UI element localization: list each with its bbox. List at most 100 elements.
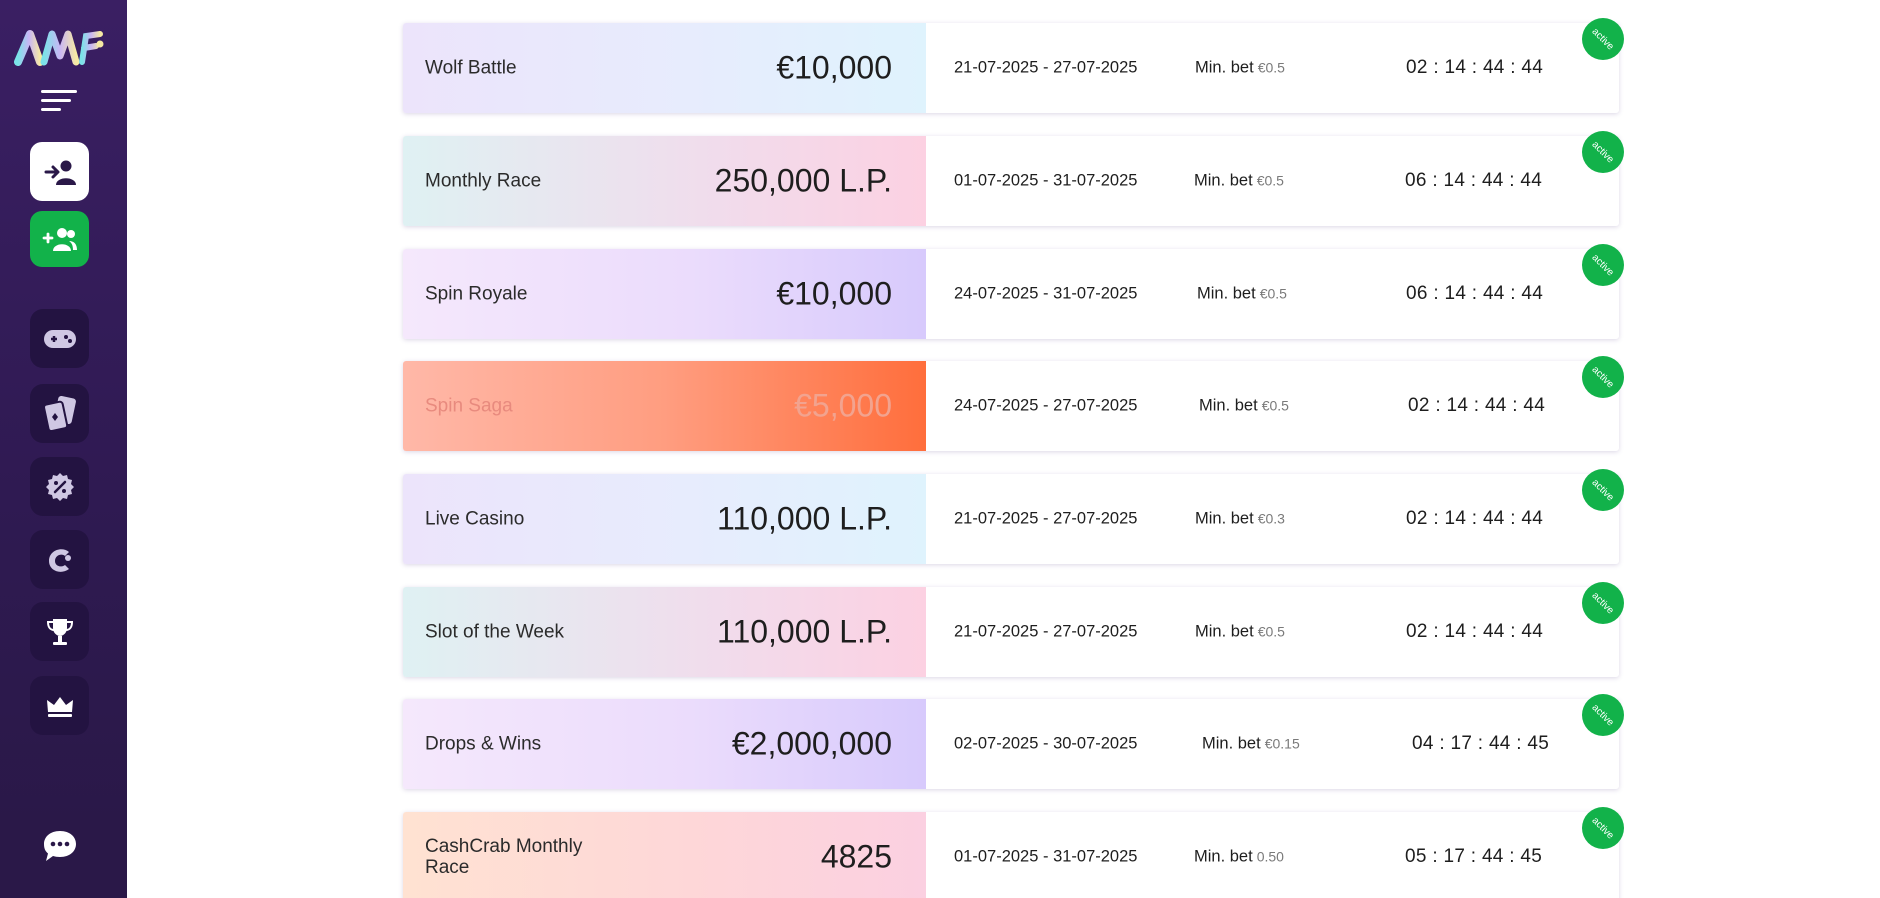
tournament-prize: €2,000,000 [731, 725, 892, 762]
min-bet-amount: €0.15 [1264, 735, 1300, 752]
tournament-banner: Monthly Race 250,000 L.P. [403, 136, 926, 226]
tournament-prize: €5,000 [794, 387, 892, 424]
crown-icon [46, 696, 73, 717]
nav-tournaments-button[interactable] [30, 602, 89, 661]
min-bet-label: Min. bet [1202, 734, 1261, 753]
status-badge: active [1573, 122, 1633, 182]
nav-casino-button[interactable] [30, 530, 89, 589]
status-badge: active [1573, 573, 1633, 633]
tournament-prize: €10,000 [776, 49, 892, 86]
tournament-card-slot-of-the-week[interactable]: Slot of the Week 110,000 L.P. 21-07-2025… [403, 573, 1633, 677]
tournament-card-drops-and-wins[interactable]: Drops & Wins €2,000,000 02-07-2025 - 30-… [403, 685, 1633, 789]
c-logo-icon [48, 548, 71, 572]
nav-games-button[interactable] [30, 309, 89, 368]
tournament-card-spin-saga[interactable]: Spin Saga €5,000 24-07-2025 - 27-07-2025… [403, 347, 1633, 451]
min-bet-label: Min. bet [1199, 396, 1258, 415]
countdown-timer: 02 : 14 : 44 : 44 [1406, 508, 1544, 529]
status-badge: active [1573, 685, 1633, 745]
countdown-timer: 02 : 14 : 44 : 44 [1408, 395, 1546, 416]
countdown-timer: 02 : 14 : 44 : 44 [1406, 57, 1544, 78]
tournament-prize: 250,000 L.P. [714, 162, 892, 199]
min-bet-label: Min. bet [1195, 509, 1254, 528]
tournament-card-cashcrab-monthly-race[interactable]: CashCrab Monthly Race 4825 01-07-2025 - … [403, 798, 1633, 898]
status-badge: active [1573, 460, 1633, 520]
tournament-card-live-casino[interactable]: Live Casino 110,000 L.P. 21-07-2025 - 27… [403, 460, 1633, 564]
tournament-card-wolf-battle[interactable]: Wolf Battle €10,000 21-07-2025 - 27-07-2… [403, 9, 1633, 113]
min-bet-amount: €0.3 [1257, 510, 1285, 527]
status-badge: active [1573, 9, 1633, 69]
countdown-timer: 05 : 17 : 44 : 45 [1405, 846, 1543, 867]
min-bet-label: Min. bet [1194, 171, 1253, 190]
status-badge: active [1573, 798, 1633, 858]
status-badge: active [1573, 235, 1633, 295]
tournament-prize: 110,000 L.P. [717, 613, 892, 650]
tournament-name: Spin Royale [425, 283, 528, 305]
tournament-min-bet: Min. bet €0.5 [1195, 59, 1285, 78]
user-plus-icon [42, 228, 77, 251]
min-bet-amount: €0.5 [1259, 285, 1287, 302]
tournament-dates: 24-07-2025 - 31-07-2025 [954, 284, 1138, 303]
tournament-banner: CashCrab Monthly Race 4825 [403, 812, 926, 898]
tournament-name: Slot of the Week [425, 621, 565, 643]
tournament-min-bet: Min. bet €0.5 [1197, 285, 1287, 304]
tournament-dates: 21-07-2025 - 27-07-2025 [954, 622, 1138, 641]
tournament-dates: 02-07-2025 - 30-07-2025 [954, 734, 1138, 753]
sidebar [0, 0, 127, 898]
tournament-dates: 21-07-2025 - 27-07-2025 [954, 509, 1138, 528]
min-bet-amount: €0.5 [1261, 397, 1289, 414]
tournament-dates: 24-07-2025 - 27-07-2025 [954, 396, 1138, 415]
tournament-name: Wolf Battle [425, 57, 517, 79]
tournament-name: Monthly Race [425, 170, 542, 192]
tournament-min-bet: Min. bet 0.50 [1194, 848, 1284, 867]
playing-cards-icon [42, 395, 76, 432]
user-login-icon [44, 160, 76, 185]
min-bet-label: Min. bet [1195, 622, 1254, 641]
nav-vip-button[interactable] [30, 676, 89, 735]
tournament-card-monthly-race[interactable]: Monthly Race 250,000 L.P. 01-07-2025 - 3… [403, 122, 1633, 226]
tournament-dates: 01-07-2025 - 31-07-2025 [954, 847, 1138, 866]
min-bet-label: Min. bet [1194, 847, 1253, 866]
tournament-banner: Live Casino 110,000 L.P. [403, 474, 926, 564]
tournament-banner: Wolf Battle €10,000 [403, 23, 926, 113]
login-button[interactable] [30, 142, 89, 201]
min-bet-amount: €0.5 [1257, 59, 1285, 76]
min-bet-amount: €0.5 [1257, 623, 1285, 640]
tournament-name: Drops & Wins [425, 733, 542, 755]
countdown-timer: 06 : 14 : 44 : 44 [1405, 170, 1543, 191]
register-button[interactable] [30, 211, 89, 267]
brand-logo[interactable] [14, 22, 106, 70]
hamburger-menu-icon[interactable] [41, 90, 77, 116]
min-bet-label: Min. bet [1197, 284, 1256, 303]
min-bet-amount: 0.50 [1256, 848, 1284, 865]
nav-promotions-button[interactable] [30, 457, 89, 516]
tournament-dates: 21-07-2025 - 27-07-2025 [954, 58, 1138, 77]
tournament-min-bet: Min. bet €0.15 [1202, 735, 1300, 754]
tournament-prize: 4825 [820, 838, 892, 875]
countdown-timer: 04 : 17 : 44 : 45 [1412, 733, 1550, 754]
tournament-card-spin-royale[interactable]: Spin Royale €10,000 24-07-2025 - 31-07-2… [403, 235, 1633, 339]
tournament-prize: 110,000 L.P. [717, 500, 892, 537]
tournament-min-bet: Min. bet €0.3 [1195, 510, 1285, 529]
tournament-banner: Drops & Wins €2,000,000 [403, 699, 926, 789]
status-badge: active [1573, 347, 1633, 407]
min-bet-label: Min. bet [1195, 58, 1254, 77]
tournament-min-bet: Min. bet €0.5 [1195, 623, 1285, 642]
tournament-prize: €10,000 [776, 275, 892, 312]
tournament-banner: Spin Royale €10,000 [403, 249, 926, 339]
tournament-banner: Slot of the Week 110,000 L.P. [403, 587, 926, 677]
countdown-timer: 02 : 14 : 44 : 44 [1406, 621, 1544, 642]
tournament-min-bet: Min. bet €0.5 [1194, 172, 1284, 191]
nav-cards-button[interactable] [30, 384, 89, 443]
tournament-dates: 01-07-2025 - 31-07-2025 [954, 171, 1138, 190]
gamepad-icon [43, 329, 76, 348]
tournament-banner: Spin Saga €5,000 [403, 361, 926, 451]
tournament-min-bet: Min. bet €0.5 [1199, 397, 1289, 416]
chat-bubble-icon[interactable] [41, 828, 79, 866]
percent-badge-icon [45, 472, 74, 501]
trophy-icon [46, 618, 73, 645]
tournament-name: CashCrab Monthly Race [425, 836, 583, 878]
tournament-name: Spin Saga [425, 395, 513, 417]
countdown-timer: 06 : 14 : 44 : 44 [1406, 283, 1544, 304]
min-bet-amount: €0.5 [1256, 172, 1284, 189]
